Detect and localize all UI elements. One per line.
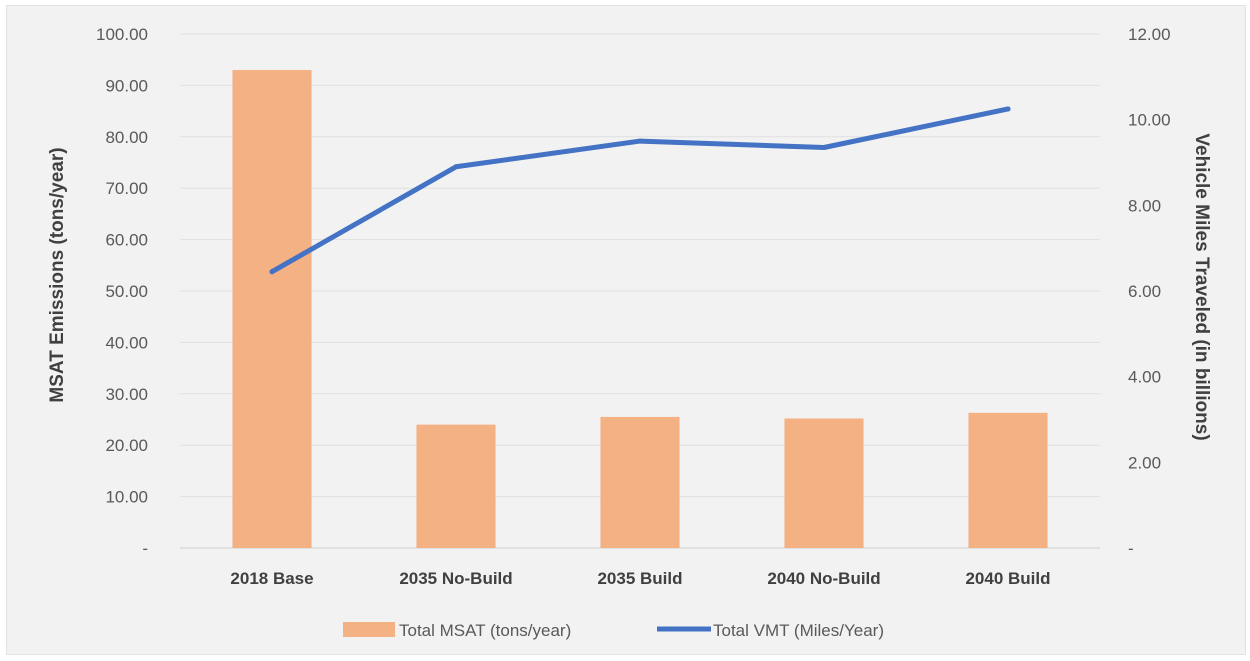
y2-tick-label: 10.00: [1128, 111, 1171, 130]
y-tick-label: 50.00: [105, 282, 148, 301]
legend-label-bar: Total MSAT (tons/year): [399, 621, 571, 640]
y-tick-label: 70.00: [105, 179, 148, 198]
y-tick-label: 80.00: [105, 128, 148, 147]
y2-tick-label: 6.00: [1128, 282, 1161, 301]
y-tick-label: 100.00: [96, 25, 148, 44]
y-tick-label: -: [142, 539, 148, 558]
y-tick-label: 20.00: [105, 436, 148, 455]
line-point-vmt: [637, 138, 643, 144]
y2-tick-label: 2.00: [1128, 453, 1161, 472]
line-point-vmt: [269, 269, 275, 275]
line-vmt: [269, 106, 1011, 275]
y-tick-label: 10.00: [105, 488, 148, 507]
x-tick-label: 2018 Base: [230, 569, 313, 588]
bar-msat: [600, 416, 680, 548]
y2-tick-label: 12.00: [1128, 25, 1171, 44]
legend-swatch-bar: [343, 622, 395, 637]
line-point-vmt: [1005, 106, 1011, 112]
bar-msat: [232, 69, 312, 548]
y2-axis-title: Vehicle Miles Traveled (in billions): [1191, 133, 1212, 440]
y2-tick-label: 8.00: [1128, 196, 1161, 215]
line-point-vmt: [453, 164, 459, 170]
x-tick-label: 2040 No-Build: [767, 569, 880, 588]
bar-msat: [968, 412, 1048, 548]
y-tick-label: 40.00: [105, 333, 148, 352]
legend-label-line: Total VMT (Miles/Year): [713, 621, 884, 640]
y2-tick-label: 4.00: [1128, 368, 1161, 387]
y-axis-title: MSAT Emissions (tons/year): [47, 147, 68, 402]
bar-msat: [416, 424, 496, 548]
x-tick-label: 2040 Build: [965, 569, 1050, 588]
bar-msat: [784, 418, 864, 548]
line-point-vmt: [821, 145, 827, 151]
y2-tick-label: -: [1128, 539, 1134, 558]
x-tick-label: 2035 Build: [597, 569, 682, 588]
x-tick-label: 2035 No-Build: [399, 569, 512, 588]
y-tick-label: 60.00: [105, 231, 148, 250]
y-tick-label: 90.00: [105, 76, 148, 95]
y-tick-label: 30.00: [105, 385, 148, 404]
